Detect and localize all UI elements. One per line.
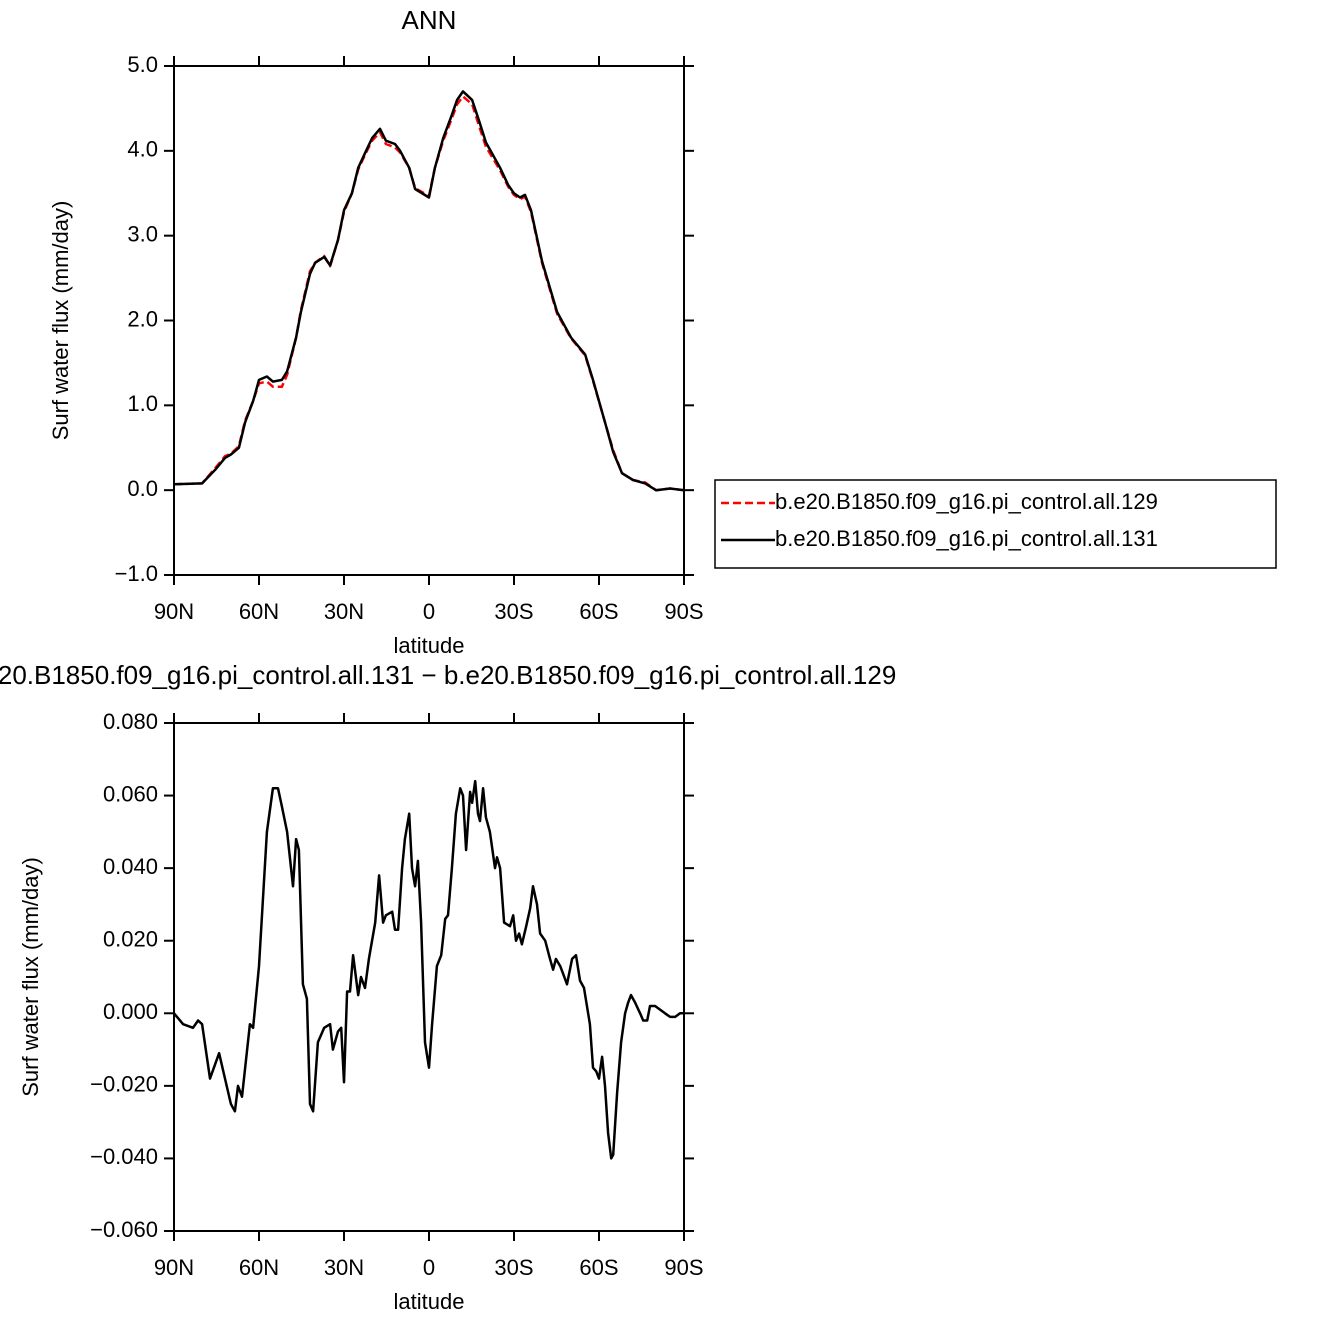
y-tick-label: 4.0: [127, 137, 158, 162]
x-tick-label: 30S: [494, 1255, 533, 1280]
x-tick-label: 60N: [239, 1255, 279, 1280]
x-tick-label: 30N: [324, 599, 364, 624]
legend-label: b.e20.B1850.f09_g16.pi_control.all.129: [775, 489, 1158, 514]
chart-title: b.e20.B1850.f09_g16.pi_control.all.131 −…: [0, 660, 896, 690]
x-tick-label: 30N: [324, 1255, 364, 1280]
data-line: [173, 779, 684, 1160]
legend-box: [714, 479, 1277, 569]
plot-frame: [173, 722, 685, 1232]
y-tick-label: −0.060: [90, 1217, 158, 1242]
y-tick-label: 1.0: [127, 391, 158, 416]
y-tick-label: 0.000: [103, 999, 158, 1024]
x-tick-label: 90N: [154, 599, 194, 624]
x-tick-label: 0: [423, 599, 435, 624]
x-tick-label: 60S: [579, 1255, 618, 1280]
chart-title: ANN: [402, 5, 457, 35]
x-tick-label: 90N: [154, 1255, 194, 1280]
x-tick-label: 60N: [239, 599, 279, 624]
y-tick-label: −1.0: [115, 561, 158, 586]
y-tick-label: 0.060: [103, 781, 158, 806]
data-line: [173, 90, 685, 492]
legend-label: b.e20.B1850.f09_g16.pi_control.all.131: [775, 526, 1158, 551]
y-tick-label: 2.0: [127, 306, 158, 331]
x-tick-label: 90S: [664, 1255, 703, 1280]
y-tick-label: 0.040: [103, 854, 158, 879]
plot-frame: [173, 65, 685, 576]
x-tick-label: 90S: [664, 599, 703, 624]
x-tick-label: 30S: [494, 599, 533, 624]
y-tick-label: 0.020: [103, 927, 158, 952]
x-axis-label: latitude: [394, 1289, 465, 1314]
x-tick-label: 60S: [579, 599, 618, 624]
y-tick-label: 0.0: [127, 476, 158, 501]
y-axis-label: Surf water flux (mm/day): [48, 201, 73, 441]
y-axis-label: Surf water flux (mm/day): [18, 857, 43, 1097]
y-tick-label: −0.020: [90, 1072, 158, 1097]
y-tick-label: −0.040: [90, 1144, 158, 1169]
y-tick-label: 5.0: [127, 52, 158, 77]
y-tick-label: 0.080: [103, 709, 158, 734]
x-axis-label: latitude: [394, 633, 465, 658]
y-tick-label: 3.0: [127, 221, 158, 246]
x-tick-label: 0: [423, 1255, 435, 1280]
